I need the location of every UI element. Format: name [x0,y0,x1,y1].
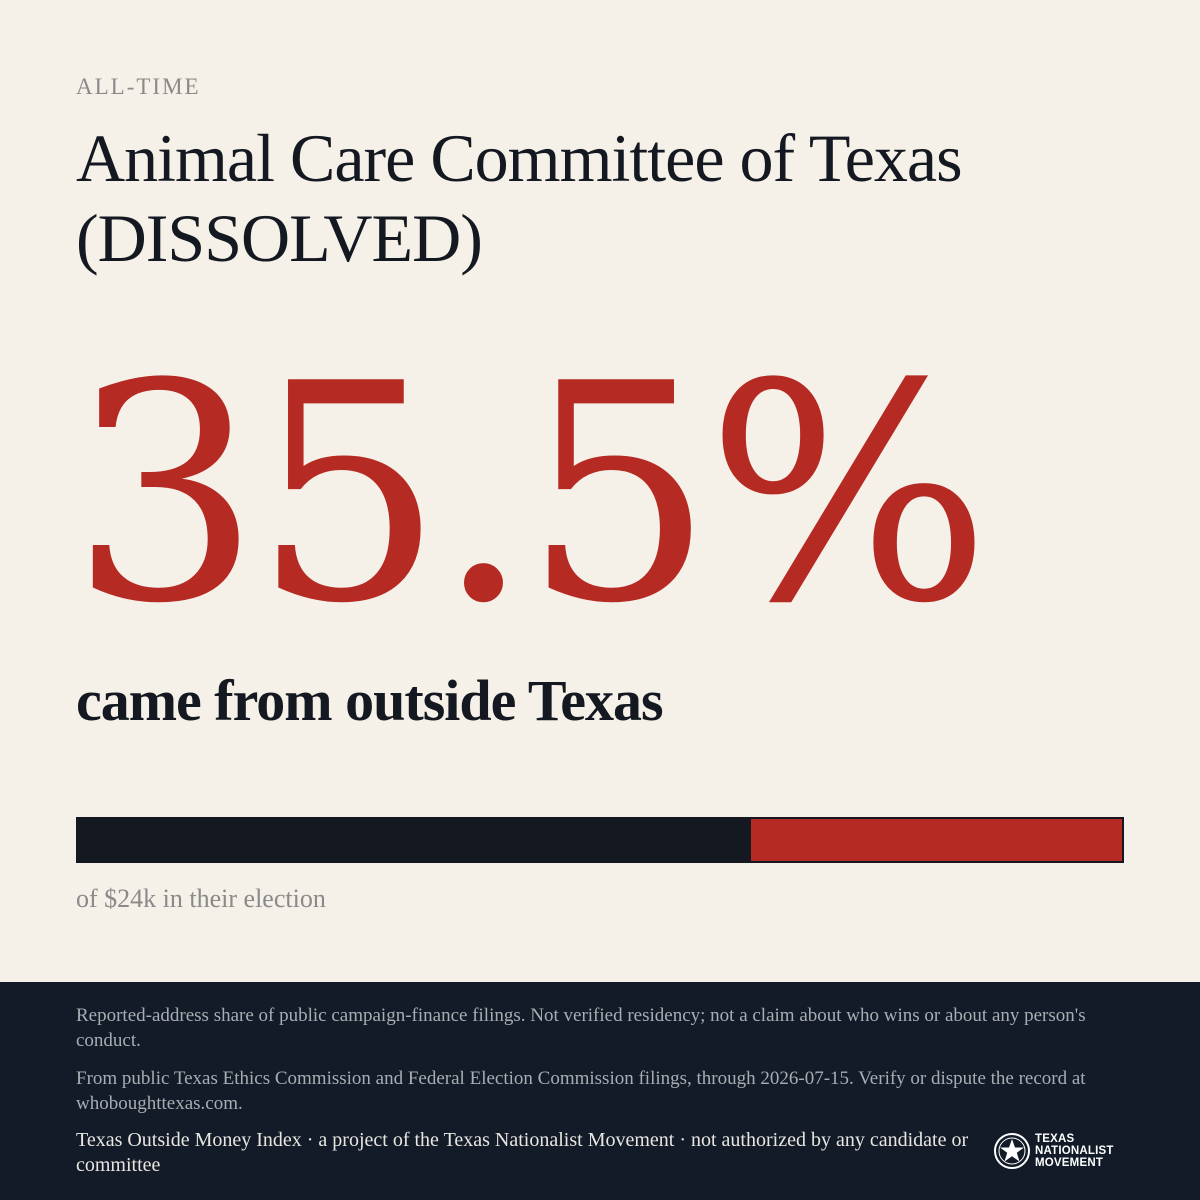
logo-line-texas: TEXAS [1035,1133,1075,1145]
tnm-logo-text: TEXAS NATIONALIST MOVEMENT [1035,1133,1114,1169]
tnm-logo: TEXAS NATIONALIST MOVEMENT [993,1132,1114,1170]
committee-name-line1: Animal Care Committee of Texas [76,120,963,196]
logo-line-movement: MOVEMENT [1035,1157,1104,1169]
outside-share-description: came from outside Texas [76,668,664,733]
lone-star-seal-icon [993,1132,1031,1170]
committee-name: Animal Care Committee of Texas (DISSOLVE… [76,118,1126,278]
footer-project-credit: Texas Outside Money Index · a project of… [76,1129,969,1176]
logo-line-nationalist: NATIONALIST [1035,1145,1114,1157]
outside-share-bar-fill [751,819,1122,861]
footer-source-note: From public Texas Ethics Commission and … [76,1068,1086,1114]
outside-share-percentage: 35.5% [70,320,991,669]
timeframe-label: ALL-TIME [76,74,201,99]
outside-share-bar [76,817,1124,863]
footer-disclaimer: Reported-address share of public campaig… [76,1005,1086,1051]
committee-name-line2: (DISSOLVED) [76,200,483,276]
total-raised-caption: of $24k in their election [76,884,326,913]
